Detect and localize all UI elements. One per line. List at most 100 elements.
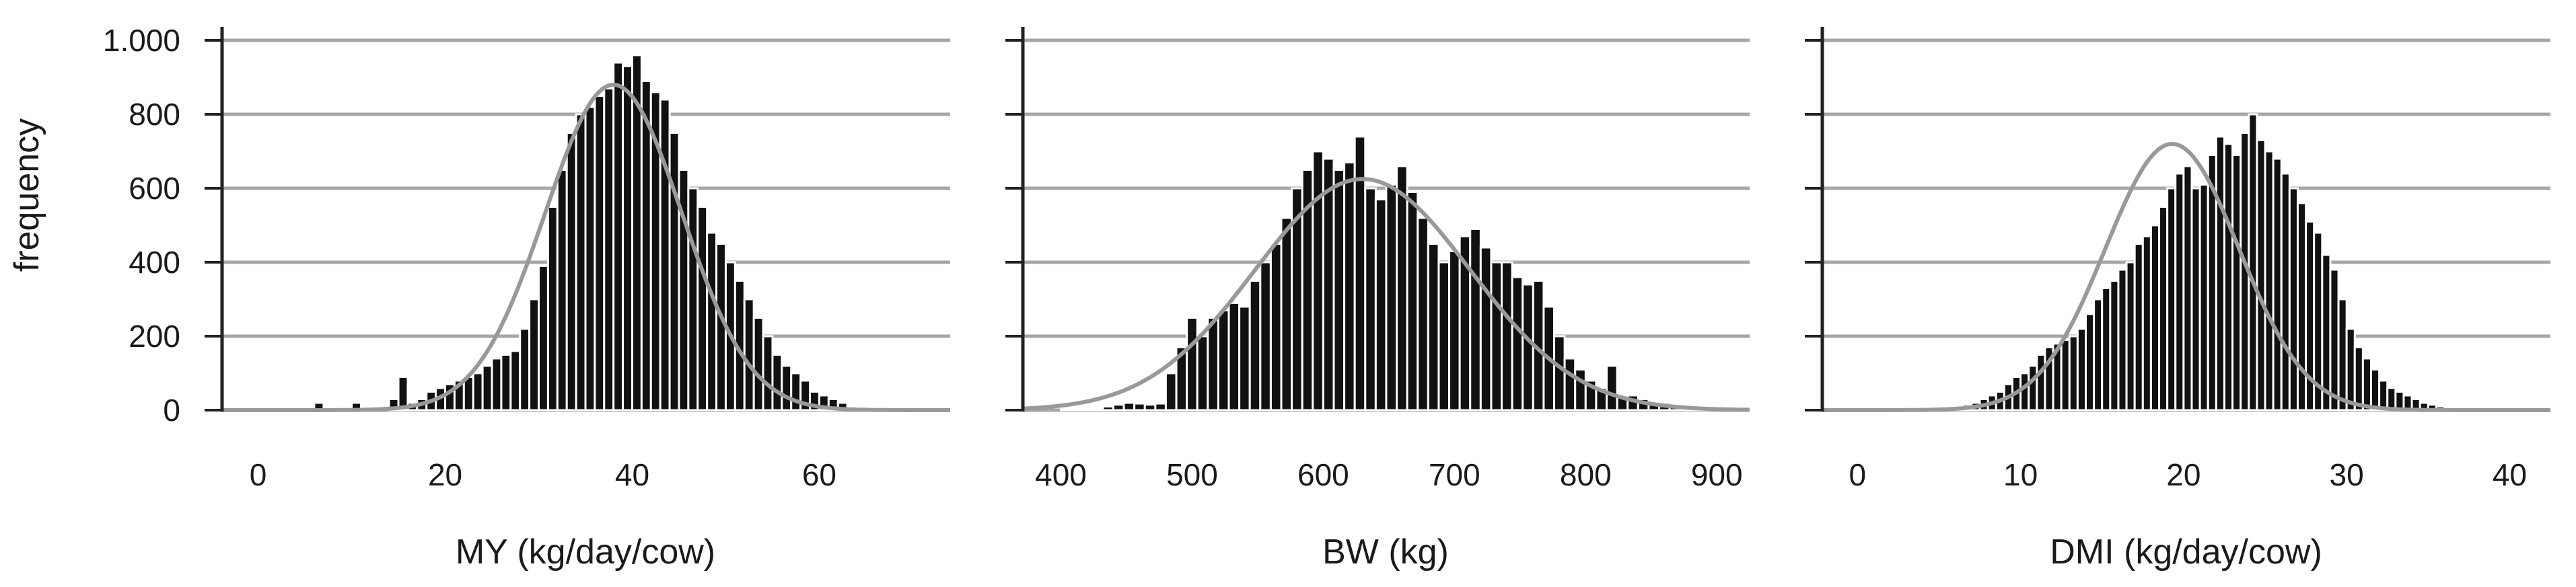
histogram-bar-dmi <box>2028 364 2038 412</box>
x-tick-label: 60 <box>802 457 836 492</box>
x-tick-label: 0 <box>1849 457 1867 492</box>
histogram-bar-bw <box>1091 407 1104 412</box>
histogram-bar-dmi <box>2337 298 2348 412</box>
histogram-bar-my <box>659 98 671 412</box>
x-tick-label: 400 <box>1035 457 1087 492</box>
histogram-bar-dmi <box>2019 372 2030 412</box>
x-tick-label: 20 <box>428 457 462 492</box>
histogram-bar-my <box>752 317 764 412</box>
histogram-bar-bw <box>1217 309 1230 412</box>
histogram-bar-dmi <box>2369 368 2381 412</box>
histogram-bar-bw <box>1343 161 1356 412</box>
histogram-bar-bw <box>1437 261 1451 412</box>
histogram-bar-dmi <box>2280 172 2291 412</box>
histogram-bar-my <box>500 354 512 412</box>
histogram-bar-dmi <box>2084 313 2096 412</box>
histogram-bar-bw <box>1186 317 1198 412</box>
histogram-bar-my <box>546 206 559 412</box>
histogram-bar-dmi <box>2117 268 2128 412</box>
histogram-bar-dmi <box>2036 354 2046 412</box>
histogram-bar-bw <box>1553 335 1566 412</box>
normal-fit-curve-dmi <box>1822 141 2550 412</box>
histogram-bar-bw <box>1133 402 1146 412</box>
panel-dmi-histogram: 0 10 20 30 40 DMI (kg/day/cow) <box>1805 27 2550 572</box>
y-tick-label: 1.000 <box>103 23 180 58</box>
histogram-bar-bw <box>1490 261 1503 412</box>
histogram-bar-bw <box>1059 407 1073 412</box>
histogram-bar-dmi <box>2353 346 2364 412</box>
histogram-bar-bw <box>1070 407 1083 412</box>
histogram-bar-bw <box>1196 335 1209 412</box>
histogram-bar-bw <box>1605 364 1618 412</box>
histogram-bar-bw <box>1207 317 1219 412</box>
histogram-bar-dmi <box>2166 187 2177 412</box>
histogram-bar-my <box>575 113 587 412</box>
histogram-bar-bw <box>1501 261 1513 412</box>
histogram-bar-my <box>397 376 409 412</box>
histogram-bar-dmi <box>2288 187 2299 412</box>
histogram-bar-bw <box>1574 368 1587 412</box>
histogram-bar-dmi <box>2223 143 2234 412</box>
histogram-bar-bw <box>1227 302 1241 412</box>
histogram-bar-my <box>584 106 596 412</box>
histogram-bar-my <box>556 169 568 412</box>
histogram-bar-dmi <box>2133 243 2144 412</box>
x-axis-label-bw: BW (kg) <box>1322 533 1449 572</box>
histogram-bar-bw <box>1563 357 1577 412</box>
x-tick-label: 10 <box>2003 457 2038 492</box>
histogram-bar-dmi <box>2182 165 2193 412</box>
histogram-bar-dmi <box>2231 154 2242 412</box>
histogram-bar-dmi <box>2068 335 2079 412</box>
x-tick-label: 20 <box>2166 457 2201 492</box>
histogram-bar-my <box>565 132 577 412</box>
x-axis-label-dmi: DMI (kg/day/cow) <box>2050 533 2322 572</box>
histogram-bar-my <box>687 187 699 412</box>
histogram-bar-bw <box>1322 157 1335 412</box>
histogram-bar-dmi <box>2060 339 2071 412</box>
x-tick-label: 500 <box>1166 457 1218 492</box>
histogram-bar-dmi <box>2256 139 2266 412</box>
histogram-bar-dmi <box>2109 280 2120 412</box>
histogram-bar-dmi <box>2345 327 2356 412</box>
histogram-bar-my <box>743 298 755 412</box>
histogram-bar-dmi <box>2190 187 2201 412</box>
histogram-bar-bw <box>1081 407 1094 412</box>
histogram-bar-dmi <box>2248 113 2258 412</box>
histogram-bar-bw <box>1238 305 1251 412</box>
histogram-bar-bw <box>1332 169 1346 412</box>
histogram-bar-my <box>472 372 484 412</box>
histogram-bar-dmi <box>2272 157 2283 412</box>
histogram-bar-bw <box>1406 191 1419 412</box>
histogram-bar-bw <box>1259 261 1272 412</box>
histogram-bar-dmi <box>2141 235 2152 412</box>
histogram-bar-my <box>762 335 774 412</box>
histogram-bar-dmi <box>2329 268 2340 412</box>
histogram-bar-my <box>481 364 493 412</box>
histogram-bar-bw <box>1427 243 1440 412</box>
x-tick-label: 900 <box>1691 457 1743 492</box>
histogram-bar-my <box>603 87 615 412</box>
histogram-bar-bw <box>1154 402 1167 412</box>
panel-my-histogram: 0 200 400 600 800 1.000 0 20 40 60 MY (kg/day/cow) <box>103 23 950 572</box>
histogram-bar-bw <box>1364 187 1377 412</box>
histogram-bar-bw <box>1143 403 1157 412</box>
histogram-bar-bw <box>1396 165 1408 412</box>
histogram-bar-bw <box>1164 372 1178 412</box>
x-tick-label: 40 <box>2493 457 2527 492</box>
y-tick-label: 200 <box>129 319 180 354</box>
histogram-bar-my <box>781 364 793 412</box>
histogram-bar-dmi <box>2149 224 2161 412</box>
histogram-bar-my <box>706 231 718 412</box>
y-tick-label: 800 <box>129 97 180 132</box>
histogram-bar-my <box>491 357 503 412</box>
x-tick-label: 0 <box>250 457 267 492</box>
y-tick-label: 400 <box>129 245 180 280</box>
histogram-bar-dmi <box>2101 287 2112 412</box>
histogram-bar-my <box>668 132 680 412</box>
histogram-bar-bw <box>1312 150 1324 412</box>
histogram-bar-my <box>519 327 531 412</box>
histogram-bar-bw <box>1469 228 1482 412</box>
histogram-bar-my <box>771 354 783 412</box>
panel-bw-histogram: 400 500 600 700 800 900 BW (kg) <box>1005 27 1750 572</box>
